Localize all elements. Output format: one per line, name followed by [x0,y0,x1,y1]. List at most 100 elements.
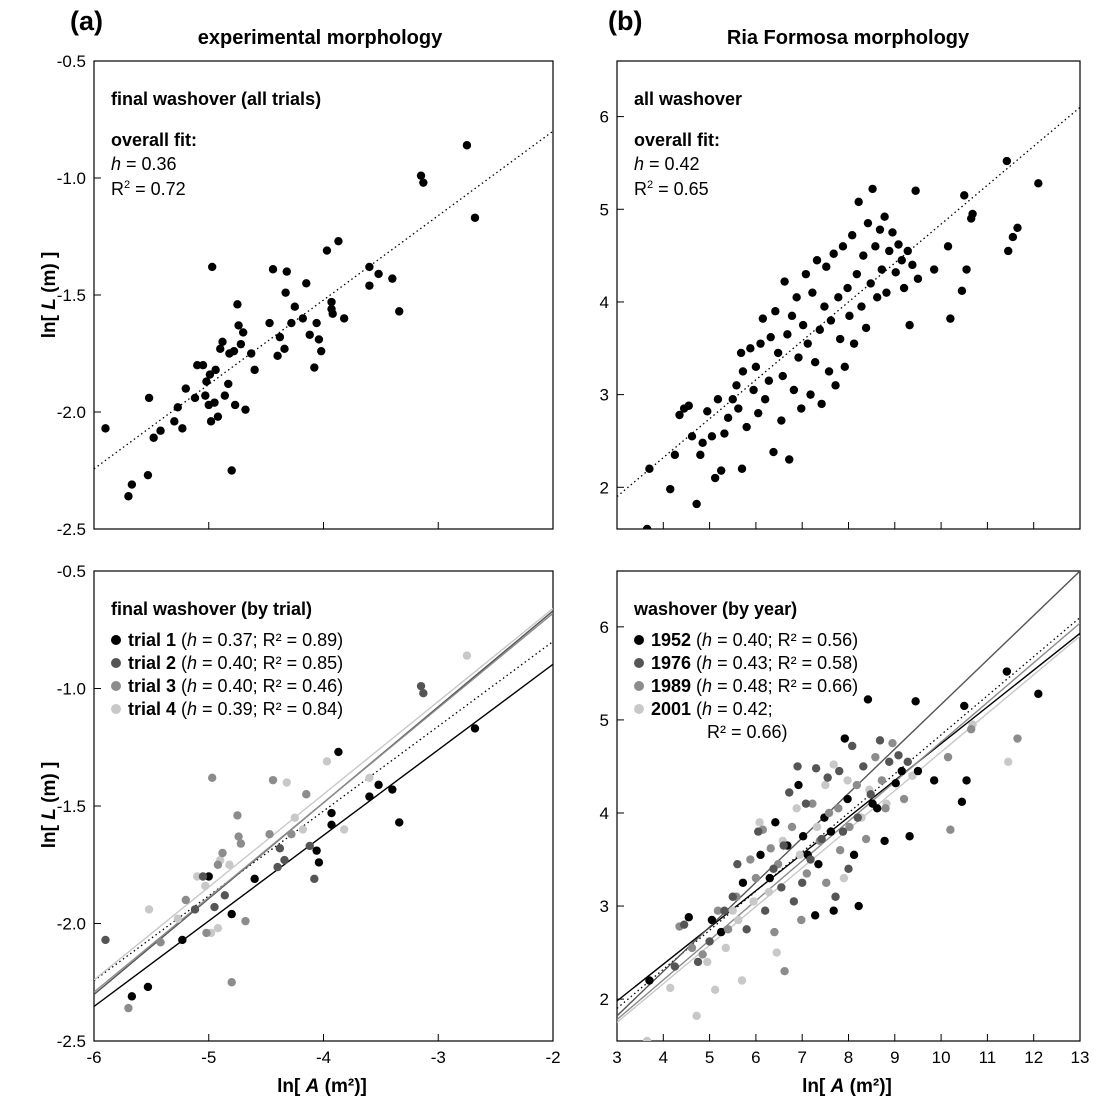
data-point [127,992,137,1001]
x-tick-label: 12 [1024,1048,1043,1067]
data-point [1034,179,1043,188]
data-point [713,395,723,404]
data-point [728,906,737,915]
data-point [193,872,202,881]
data-point [831,892,840,901]
data-point [968,209,977,219]
data-point [737,464,747,473]
data-point [225,860,234,869]
panel-a-title: experimental morphology [198,27,443,49]
data-point [1008,232,1018,242]
data-point [871,752,880,762]
data-point [207,262,217,272]
data-point [913,766,923,776]
y-tick-label: 5 [600,200,609,219]
data-point [684,401,693,410]
x-tick-label: 6 [751,1048,760,1067]
data-point [419,178,428,187]
data-point [687,432,697,441]
data-point [732,381,741,390]
data-point [388,785,397,794]
data-point [894,240,903,249]
data-point [911,697,920,706]
data-point [749,385,758,395]
x-tick-label: 10 [932,1048,951,1067]
data-point [310,874,319,884]
data-point [822,262,831,271]
legend-item: trial 2 (h = 0.40; R² = 0.85) [128,653,343,673]
data-point [765,873,774,883]
data-point [891,268,900,277]
data-point [268,265,278,274]
data-point [124,1003,133,1013]
data-point [210,902,219,912]
overall-fit-line [617,617,1080,1009]
data-point [395,307,404,316]
data-point [746,344,755,353]
panel-subtitle: washover (by year) [633,599,797,619]
data-point [220,891,230,900]
x-tick-label: 13 [1071,1048,1090,1067]
data-point [771,307,780,316]
data-point [213,412,223,421]
data-point [328,309,337,318]
y-tick-label: -1.5 [57,286,86,305]
data-point [693,957,703,967]
data-point [202,377,211,386]
data-point [880,212,889,221]
data-point [213,924,223,933]
data-point [751,873,761,883]
data-point [803,339,812,348]
data-point [802,869,812,878]
data-point [957,797,967,807]
data-point [670,450,680,460]
data-point [814,859,823,869]
data-point [857,302,866,311]
data-point [218,848,227,858]
data-point [224,379,233,389]
data-point [645,976,654,985]
data-point [789,897,799,906]
data-point [840,734,849,743]
data-point [723,925,733,934]
data-point [793,762,802,771]
data-point [766,844,775,853]
data-point [838,242,848,251]
fit-label: overall fit: [634,130,720,150]
data-point [905,320,914,330]
data-point [322,246,332,255]
data-point [897,256,906,265]
data-point [875,736,885,745]
data-point [840,362,849,372]
data-point [692,1011,701,1021]
data-point [810,357,820,367]
data-point [852,269,862,279]
data-point [218,337,227,346]
data-point [875,225,885,234]
x-tick-label: 3 [612,1048,621,1067]
data-point [780,966,789,976]
data-point [193,361,202,370]
data-point [144,393,154,403]
data-point [645,464,654,473]
data-point [829,760,838,769]
data-point [124,492,133,501]
y-tick-label: 2 [600,478,609,497]
data-point [736,348,746,358]
fit-r2: R2 = 0.72 [111,179,186,199]
data-point [888,228,897,237]
data-point [206,417,216,426]
data-point [281,288,290,297]
data-point [250,365,259,375]
data-point [885,246,894,256]
data-point [880,836,889,846]
data-point [787,311,797,321]
overall-fit-line [94,130,553,470]
data-point [797,915,806,925]
data-point [734,915,743,925]
data-point [738,878,748,887]
data-point [742,422,751,432]
overall-fit-line [617,106,1080,498]
data-point [1013,223,1022,233]
data-point [751,362,761,372]
